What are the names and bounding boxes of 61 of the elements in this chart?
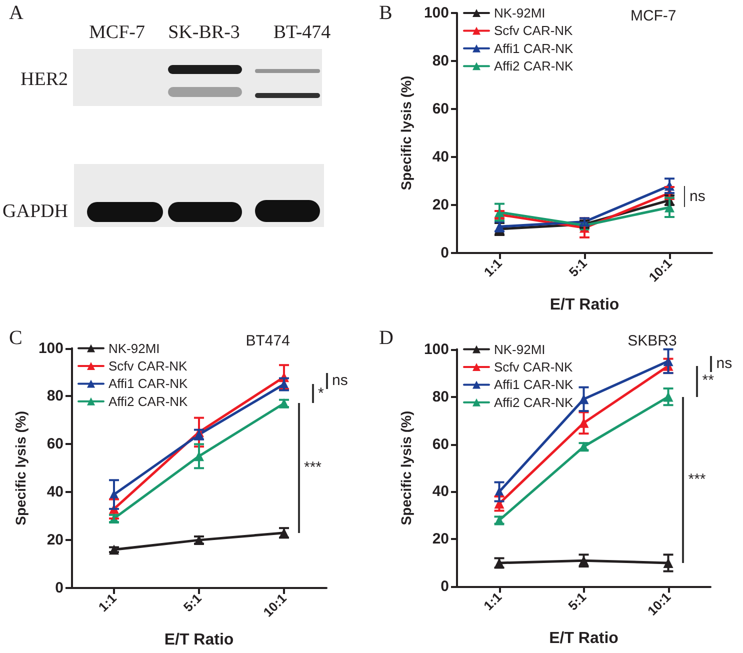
legend-label: NK-92MI (108, 340, 160, 356)
x-tick-label: 5:1 (180, 590, 204, 615)
category-label: HER2 (20, 69, 68, 90)
text: ns (716, 354, 732, 373)
x-tick-label: 1:1 (480, 589, 505, 614)
text: ns (332, 372, 348, 390)
legend-label: Affi1 CAR-NK (108, 376, 188, 392)
text: D (379, 327, 394, 349)
text: C (9, 327, 22, 349)
legend-label: Affi1 CAR-NK (494, 40, 574, 56)
legend-label: NK-92MI (494, 342, 546, 357)
y-tick-label: 80 (46, 388, 64, 405)
annotation: ns (690, 188, 706, 206)
y-tick-label: 60 (46, 436, 64, 453)
legend-label: Affi2 CAR-NK (494, 394, 574, 410)
annotation: *** (688, 470, 706, 489)
legend-label: Affi2 CAR-NK (494, 58, 574, 74)
legend-label: Scfv CAR-NK (494, 360, 574, 374)
chart-title: SKBR3 (628, 332, 677, 350)
legend-label: Scfv CAR-NK (494, 23, 574, 38)
y-tick-label: 80 (432, 388, 449, 406)
y-tick-label: 100 (424, 4, 449, 22)
y-axis-title: Specific lysis (%) (398, 410, 414, 526)
annotation: * (318, 384, 324, 403)
y-tick-label: 100 (424, 340, 449, 358)
text: B (379, 2, 392, 24)
y-tick-label: 20 (432, 196, 449, 214)
y-tick-label: 100 (38, 340, 64, 357)
legend-label: Scfv CAR-NK (108, 358, 188, 374)
x-tick-label: 1:1 (480, 256, 505, 280)
x-tick-label: 5:1 (565, 589, 590, 614)
category-label: SK-BR-3 (168, 22, 240, 44)
y-tick-label: 0 (55, 580, 64, 596)
annotation: ** (702, 372, 714, 390)
chart-title: BT474 (246, 332, 290, 350)
category-label: GAPDH (2, 201, 68, 222)
legend-label: NK-92MI (494, 6, 546, 20)
x-tick-label: 1:1 (95, 590, 120, 615)
y-tick-label: 80 (432, 52, 449, 70)
y-axis-title: Specific lysis (%) (12, 410, 29, 526)
annotation: *** (304, 459, 322, 478)
y-tick-label: 0 (440, 244, 449, 262)
y-tick-label: 60 (432, 100, 449, 118)
text: A (9, 2, 24, 24)
y-tick-label: 20 (46, 532, 64, 549)
chart-title: MCF-7 (630, 8, 676, 24)
x-tick-label: 5:1 (566, 256, 590, 280)
category-label: MCF-7 (89, 22, 145, 44)
x-axis-title: E/T Ratio (549, 630, 619, 648)
legend-label: Affi1 CAR-NK (494, 377, 574, 392)
x-axis-title: E/T Ratio (550, 296, 620, 314)
y-tick-label: 20 (432, 530, 449, 548)
y-tick-label: 40 (432, 148, 449, 166)
y-axis-title: Specific lysis (%) (398, 76, 414, 190)
x-axis-title: E/T Ratio (164, 632, 234, 648)
category-label: BT-474 (273, 22, 331, 44)
y-tick-label: 0 (440, 578, 449, 596)
legend-label: Affi2 CAR-NK (108, 394, 188, 409)
y-tick-label: 40 (432, 483, 449, 500)
y-tick-label: 60 (432, 436, 449, 453)
y-tick-label: 40 (46, 484, 64, 501)
